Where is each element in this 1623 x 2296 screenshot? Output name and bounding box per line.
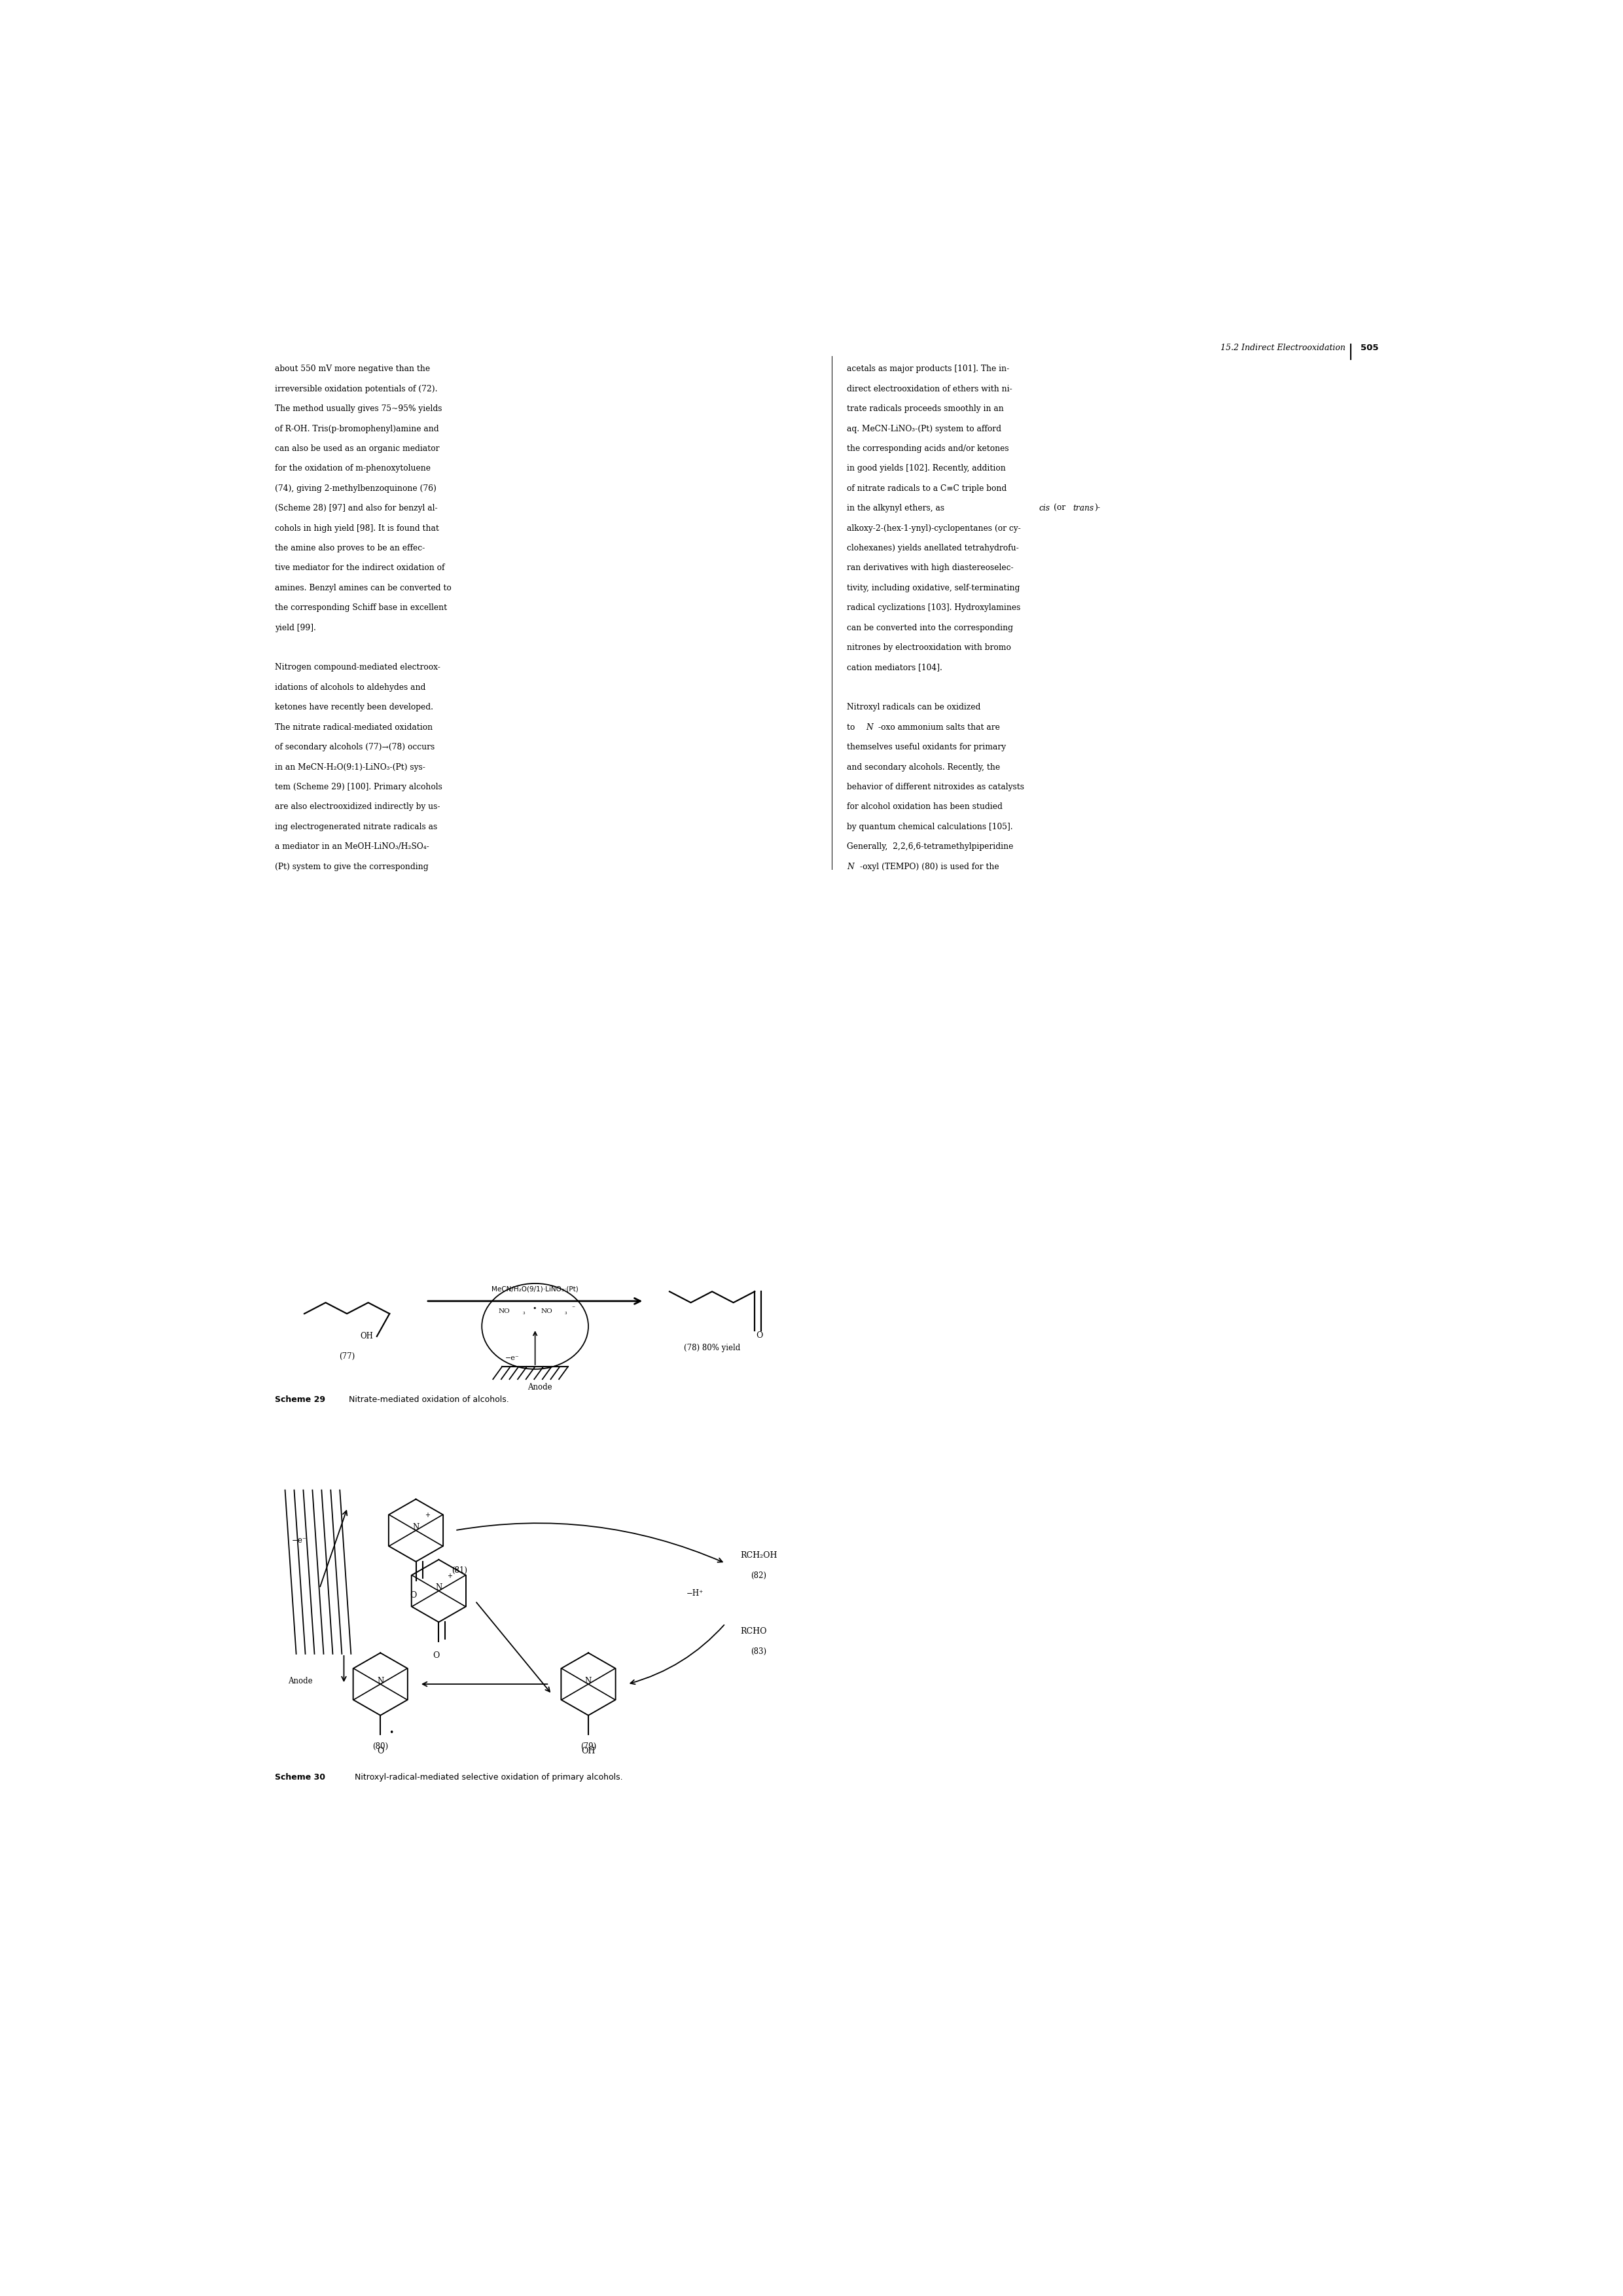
Text: (Scheme 28) [97] and also for benzyl al-: (Scheme 28) [97] and also for benzyl al- (274, 505, 438, 512)
Text: the amine also proves to be an effec-: the amine also proves to be an effec- (274, 544, 425, 553)
Text: O: O (411, 1591, 417, 1600)
Text: N: N (867, 723, 873, 732)
Text: themselves useful oxidants for primary: themselves useful oxidants for primary (847, 744, 1006, 751)
Text: (82): (82) (750, 1570, 766, 1580)
Text: O: O (433, 1651, 440, 1660)
Text: ⁻: ⁻ (571, 1306, 575, 1311)
Text: alkoxy-2-(hex-1-ynyl)-cyclopentanes (or cy-: alkoxy-2-(hex-1-ynyl)-cyclopentanes (or … (847, 523, 1021, 533)
Text: can be converted into the corresponding: can be converted into the corresponding (847, 625, 1013, 631)
Text: Generally,  2,2,6,6-tetramethylpiperidine: Generally, 2,2,6,6-tetramethylpiperidine (847, 843, 1013, 852)
Text: cohols in high yield [98]. It is found that: cohols in high yield [98]. It is found t… (274, 523, 440, 533)
Text: O: O (756, 1332, 763, 1341)
Text: N: N (584, 1676, 592, 1685)
Text: Nitrate-mediated oxidation of alcohols.: Nitrate-mediated oxidation of alcohols. (341, 1396, 510, 1403)
Text: (80): (80) (373, 1743, 388, 1750)
Text: •: • (532, 1306, 536, 1311)
Text: of nitrate radicals to a C≡C triple bond: of nitrate radicals to a C≡C triple bond (847, 484, 1006, 494)
Text: -oxyl (TEMPO) (80) is used for the: -oxyl (TEMPO) (80) is used for the (860, 863, 1000, 870)
Text: Anode: Anode (527, 1382, 552, 1391)
Text: 505: 505 (1360, 344, 1380, 351)
Text: and secondary alcohols. Recently, the: and secondary alcohols. Recently, the (847, 762, 1000, 771)
Text: ₃: ₃ (523, 1309, 524, 1316)
Text: tivity, including oxidative, self-terminating: tivity, including oxidative, self-termin… (847, 583, 1019, 592)
Text: NO: NO (498, 1309, 510, 1313)
Text: N: N (847, 863, 854, 870)
Text: trate radicals proceeds smoothly in an: trate radicals proceeds smoothly in an (847, 404, 1005, 413)
Text: cis: cis (1039, 505, 1050, 512)
Text: Scheme 29: Scheme 29 (274, 1396, 325, 1403)
Text: a mediator in an MeOH-LiNO₃/H₂SO₄-: a mediator in an MeOH-LiNO₃/H₂SO₄- (274, 843, 428, 852)
Text: in good yields [102]. Recently, addition: in good yields [102]. Recently, addition (847, 464, 1006, 473)
Text: of R-OH. Tris(p-bromophenyl)amine and: of R-OH. Tris(p-bromophenyl)amine and (274, 425, 438, 434)
Text: ing electrogenerated nitrate radicals as: ing electrogenerated nitrate radicals as (274, 822, 437, 831)
Text: in the alkynyl ethers, as: in the alkynyl ethers, as (847, 505, 948, 512)
Text: (or: (or (1053, 505, 1068, 512)
Text: Nitrogen compound-mediated electroox-: Nitrogen compound-mediated electroox- (274, 664, 440, 673)
Text: ₃: ₃ (565, 1309, 566, 1316)
Text: are also electrooxidized indirectly by us-: are also electrooxidized indirectly by u… (274, 804, 440, 810)
Text: the corresponding acids and/or ketones: the corresponding acids and/or ketones (847, 445, 1010, 452)
Text: nitrones by electrooxidation with bromo: nitrones by electrooxidation with bromo (847, 643, 1011, 652)
Text: in an MeCN-H₂O(9:1)-LiNO₃-(Pt) sys-: in an MeCN-H₂O(9:1)-LiNO₃-(Pt) sys- (274, 762, 425, 771)
Text: (74), giving 2-methylbenzoquinone (76): (74), giving 2-methylbenzoquinone (76) (274, 484, 437, 494)
Text: OH: OH (581, 1747, 596, 1754)
Text: to: to (847, 723, 857, 732)
Text: (78) 80% yield: (78) 80% yield (683, 1343, 740, 1352)
Text: can also be used as an organic mediator: can also be used as an organic mediator (274, 445, 440, 452)
Text: −e⁻: −e⁻ (505, 1355, 519, 1362)
Text: tem (Scheme 29) [100]. Primary alcohols: tem (Scheme 29) [100]. Primary alcohols (274, 783, 443, 792)
Text: by quantum chemical calculations [105].: by quantum chemical calculations [105]. (847, 822, 1013, 831)
Text: MeCN/H₂O(9/1)·LiNO₃·(Pt): MeCN/H₂O(9/1)·LiNO₃·(Pt) (492, 1286, 578, 1293)
Text: ketones have recently been developed.: ketones have recently been developed. (274, 703, 433, 712)
Text: idations of alcohols to aldehydes and: idations of alcohols to aldehydes and (274, 684, 425, 691)
Text: OH: OH (360, 1332, 373, 1341)
Text: amines. Benzyl amines can be converted to: amines. Benzyl amines can be converted t… (274, 583, 451, 592)
Text: (83): (83) (750, 1646, 766, 1655)
Text: •: • (390, 1729, 394, 1738)
Text: Scheme 30: Scheme 30 (274, 1773, 325, 1782)
Text: (79): (79) (581, 1743, 596, 1750)
Text: ran derivatives with high diastereoselec-: ran derivatives with high diastereoselec… (847, 565, 1014, 572)
Text: yield [99].: yield [99]. (274, 625, 316, 631)
Text: +: + (425, 1513, 430, 1518)
Text: (Pt) system to give the corresponding: (Pt) system to give the corresponding (274, 863, 428, 870)
Text: 15.2 Indirect Electrooxidation: 15.2 Indirect Electrooxidation (1220, 344, 1345, 351)
Text: the corresponding Schiff base in excellent: the corresponding Schiff base in excelle… (274, 604, 446, 613)
Text: N: N (412, 1522, 419, 1531)
Text: RCH₂OH: RCH₂OH (740, 1552, 777, 1559)
Text: The nitrate radical-mediated oxidation: The nitrate radical-mediated oxidation (274, 723, 433, 732)
Text: N: N (435, 1584, 441, 1591)
Text: trans: trans (1073, 505, 1094, 512)
Text: N: N (377, 1676, 383, 1685)
Text: −e⁻: −e⁻ (292, 1536, 307, 1545)
Text: -oxo ammonium salts that are: -oxo ammonium salts that are (878, 723, 1000, 732)
Text: Nitroxyl radicals can be oxidized: Nitroxyl radicals can be oxidized (847, 703, 980, 712)
Text: (77): (77) (339, 1352, 355, 1362)
Text: for the oxidation of m-phenoxytoluene: for the oxidation of m-phenoxytoluene (274, 464, 430, 473)
Text: clohexanes) yields anellated tetrahydrofu-: clohexanes) yields anellated tetrahydrof… (847, 544, 1019, 553)
Text: for alcohol oxidation has been studied: for alcohol oxidation has been studied (847, 804, 1003, 810)
Text: of secondary alcohols (77)→(78) occurs: of secondary alcohols (77)→(78) occurs (274, 744, 435, 751)
Text: )-: )- (1094, 505, 1100, 512)
Text: direct electrooxidation of ethers with ni-: direct electrooxidation of ethers with n… (847, 386, 1013, 393)
Text: aq. MeCN-LiNO₃-(Pt) system to afford: aq. MeCN-LiNO₃-(Pt) system to afford (847, 425, 1001, 434)
Text: Anode: Anode (287, 1676, 313, 1685)
Text: (81): (81) (451, 1566, 467, 1575)
Text: NO: NO (540, 1309, 553, 1313)
Text: O: O (377, 1747, 383, 1754)
Text: radical cyclizations [103]. Hydroxylamines: radical cyclizations [103]. Hydroxylamin… (847, 604, 1021, 613)
Text: −H⁺: −H⁺ (687, 1589, 703, 1598)
Text: tive mediator for the indirect oxidation of: tive mediator for the indirect oxidation… (274, 565, 445, 572)
Text: irreversible oxidation potentials of (72).: irreversible oxidation potentials of (72… (274, 386, 438, 393)
Text: acetals as major products [101]. The in-: acetals as major products [101]. The in- (847, 365, 1010, 374)
Text: Nitroxyl-radical-mediated selective oxidation of primary alcohols.: Nitroxyl-radical-mediated selective oxid… (347, 1773, 623, 1782)
Text: RCHO: RCHO (740, 1628, 768, 1635)
Text: behavior of different nitroxides as catalysts: behavior of different nitroxides as cata… (847, 783, 1024, 792)
Text: about 550 mV more negative than the: about 550 mV more negative than the (274, 365, 430, 374)
Text: +: + (448, 1573, 453, 1580)
Text: The method usually gives 75~95% yields: The method usually gives 75~95% yields (274, 404, 441, 413)
Text: cation mediators [104].: cation mediators [104]. (847, 664, 943, 673)
